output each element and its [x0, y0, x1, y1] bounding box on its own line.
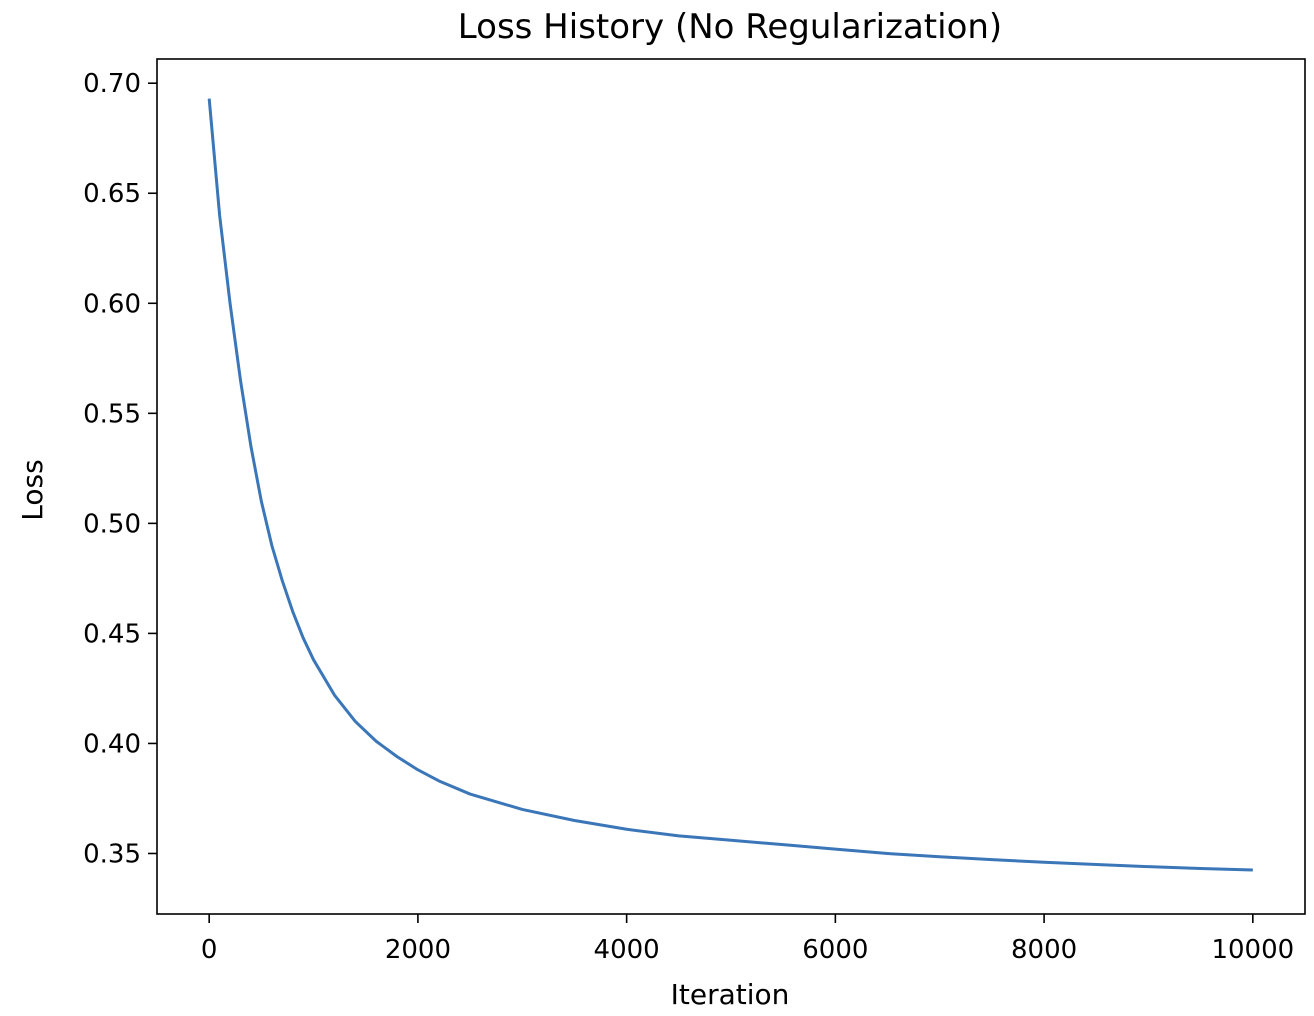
x-tick-label: 6000 [802, 935, 868, 965]
chart-title: Loss History (No Regularization) [458, 7, 1002, 47]
loss-line [207, 98, 1253, 872]
y-tick-label: 0.65 [83, 179, 141, 209]
x-tick-label: 2000 [385, 935, 451, 965]
y-tick-label: 0.45 [83, 619, 141, 649]
x-tick-label: 4000 [594, 935, 660, 965]
x-tick-label: 10000 [1211, 935, 1294, 965]
y-tick-label: 0.55 [83, 399, 141, 429]
x-tick-label: 0 [201, 935, 218, 965]
y-axis-ticks: 0.35 0.40 0.45 0.50 0.55 0.60 0.65 0.70 [83, 69, 157, 869]
y-tick-label: 0.60 [83, 289, 141, 319]
y-tick-label: 0.70 [83, 69, 141, 99]
x-axis-ticks: 0 2000 4000 6000 8000 10000 [201, 914, 1294, 965]
axes-frame [156, 58, 1306, 915]
x-tick-label: 8000 [1011, 935, 1077, 965]
y-tick-label: 0.50 [83, 509, 141, 539]
x-axis-label: Iteration [671, 978, 790, 1011]
plot-area [207, 98, 1253, 872]
y-axis-label: Loss [16, 459, 49, 520]
y-tick-label: 0.40 [83, 729, 141, 759]
y-tick-label: 0.35 [83, 839, 141, 869]
